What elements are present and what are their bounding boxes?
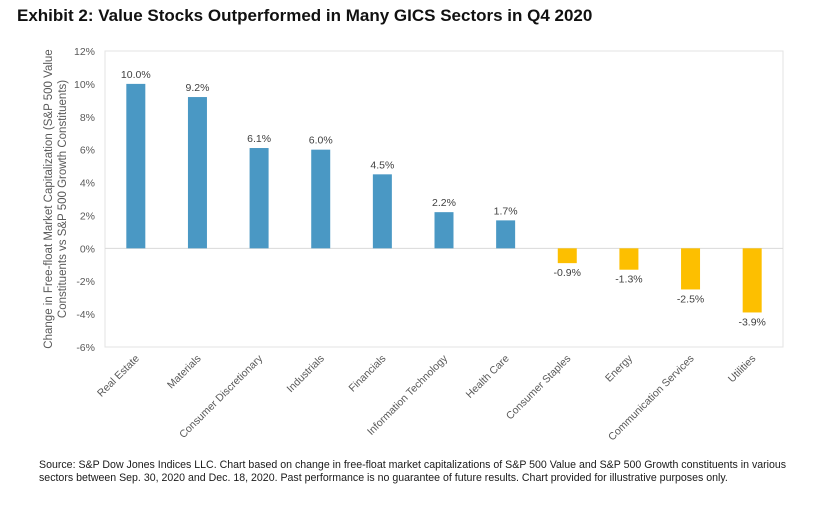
data-label: -3.9% <box>738 316 765 328</box>
bar <box>434 212 454 249</box>
y-tick-label: 8% <box>80 112 95 124</box>
y-axis-title-line: Change in Free-float Market Capitalizati… <box>43 49 55 348</box>
chart-title: Exhibit 2: Value Stocks Outperformed in … <box>17 6 593 25</box>
data-label: 2.2% <box>432 197 456 209</box>
bar <box>126 83 146 249</box>
x-tick-label: Industrials <box>285 353 327 395</box>
data-label: -2.5% <box>677 293 704 305</box>
x-tick-label: Consumer Staples <box>504 353 574 423</box>
plot-area-border <box>104 50 784 348</box>
y-tick-label: 12% <box>74 46 95 58</box>
bar <box>557 248 577 264</box>
data-label: -1.3% <box>615 274 642 286</box>
y-axis-title-line: Constituents vs S&P 500 Growth Constitue… <box>57 80 69 318</box>
y-tick-label: 10% <box>74 79 95 91</box>
y-tick-label: 2% <box>80 210 95 222</box>
bar <box>187 97 207 249</box>
x-tick-label: Energy <box>603 352 636 385</box>
bar <box>619 248 639 270</box>
bars <box>126 83 762 313</box>
bar <box>372 174 392 249</box>
x-tick-label: Health Care <box>464 353 512 401</box>
data-label: 9.2% <box>185 82 209 94</box>
x-tick-label: Utilities <box>726 353 758 385</box>
bar-chart: Change in Free-float Market Capitalizati… <box>43 46 784 443</box>
bar <box>496 220 516 249</box>
bar <box>311 149 331 249</box>
source-line-1: Source: S&P Dow Jones Indices LLC. Chart… <box>39 459 787 471</box>
data-label: 6.1% <box>247 133 271 145</box>
y-tick-label: -4% <box>76 309 95 321</box>
data-label: 4.5% <box>370 159 394 171</box>
data-label: 1.7% <box>494 205 518 217</box>
y-axis-ticks: 12% 10% 8% 6% 4% 2% 0% -2% -4% -6% <box>74 46 95 354</box>
data-labels: 10.0% 9.2% 6.1% 6.0% 4.5% 2.2% 1.7% -0.9% -1.3% -… <box>121 69 766 329</box>
data-label: 10.0% <box>121 69 151 81</box>
source-note: Source: S&P Dow Jones Indices LLC. Chart… <box>39 459 819 485</box>
data-label: -0.9% <box>554 267 581 279</box>
y-tick-label: 0% <box>80 243 95 255</box>
bar <box>681 248 701 290</box>
bar <box>249 148 269 249</box>
y-tick-label: 4% <box>80 178 95 190</box>
y-tick-label: -6% <box>76 342 95 354</box>
y-axis-title: Change in Free-float Market Capitalizati… <box>43 49 69 348</box>
y-tick-label: 6% <box>80 145 95 157</box>
y-tick-label: -2% <box>76 276 95 288</box>
source-line-2: sectors between Sep. 30, 2020 and Dec. 1… <box>39 472 728 484</box>
x-tick-label: Financials <box>347 353 389 395</box>
data-label: 6.0% <box>309 135 333 147</box>
x-tick-label: Real Estate <box>95 353 142 400</box>
bar <box>742 248 762 313</box>
x-tick-label: Materials <box>165 353 204 392</box>
